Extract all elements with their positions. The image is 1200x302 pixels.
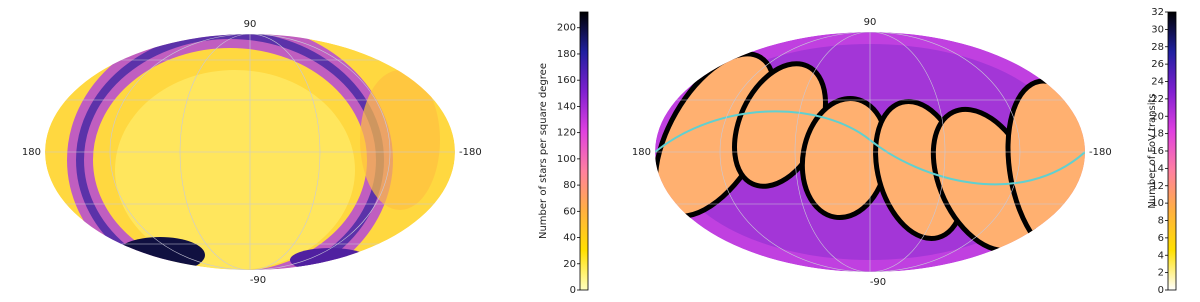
colorbar-tick-label: 10: [1151, 198, 1164, 209]
colorbar-tick-label: 14: [1151, 163, 1164, 174]
axis-label-left: 180: [22, 147, 41, 158]
colorbar-tick-label: 24: [1151, 77, 1164, 88]
colorbar: [579, 11, 589, 291]
colorbar-tick-label: 100: [557, 154, 576, 165]
axis-label-bottom: -90: [250, 275, 266, 286]
colorbar-tick-label: 40: [563, 233, 576, 244]
colorbar-tick-label: 160: [557, 75, 576, 86]
colorbar-label: Number of FoV transits: [1147, 93, 1158, 208]
colorbar-tick-label: 0: [1158, 285, 1164, 296]
colorbar-tick-label: 12: [1151, 181, 1164, 192]
colorbar-tick-label: 18: [1151, 129, 1164, 140]
colorbar-tick-label: 200: [557, 23, 576, 34]
axis-label-top: 90: [864, 17, 877, 28]
colorbar-tick-label: 6: [1158, 233, 1164, 244]
colorbar-tick-label: 180: [557, 49, 576, 60]
colorbar-tick-label: 2: [1158, 268, 1164, 279]
axis-label-top: 90: [244, 19, 257, 30]
colorbar-tick-label: 20: [563, 259, 576, 270]
axis-label-bottom: -90: [870, 277, 886, 288]
colorbar-tick-label: 140: [557, 101, 576, 112]
colorbar-tick-label: 28: [1151, 42, 1164, 53]
colorbar-tick-label: 32: [1151, 7, 1164, 18]
colorbar-tick-label: 0: [570, 285, 576, 296]
colorbar-tick-label: 80: [563, 180, 576, 191]
colorbar-tick-label: 22: [1151, 94, 1164, 105]
sky-map: [655, 32, 1085, 272]
colorbar-tick-label: 120: [557, 128, 576, 139]
axis-label-left: 180: [632, 147, 651, 158]
colorbar-tick-label: 8: [1158, 216, 1164, 227]
sky-map: [45, 34, 455, 270]
colorbar-tick-label: 30: [1151, 24, 1164, 35]
axis-label-right: -180: [1089, 147, 1112, 158]
colorbar-tick-label: 26: [1151, 59, 1164, 70]
colorbar-tick-label: 60: [563, 206, 576, 217]
colorbar-tick-label: 4: [1158, 250, 1164, 261]
colorbar-label: Number of stars per square degree: [538, 63, 549, 239]
colorbar: [1167, 11, 1177, 291]
colorbar-tick-label: 20: [1151, 111, 1164, 122]
colorbar-tick-label: 16: [1151, 146, 1164, 157]
axis-label-right: -180: [459, 147, 482, 158]
